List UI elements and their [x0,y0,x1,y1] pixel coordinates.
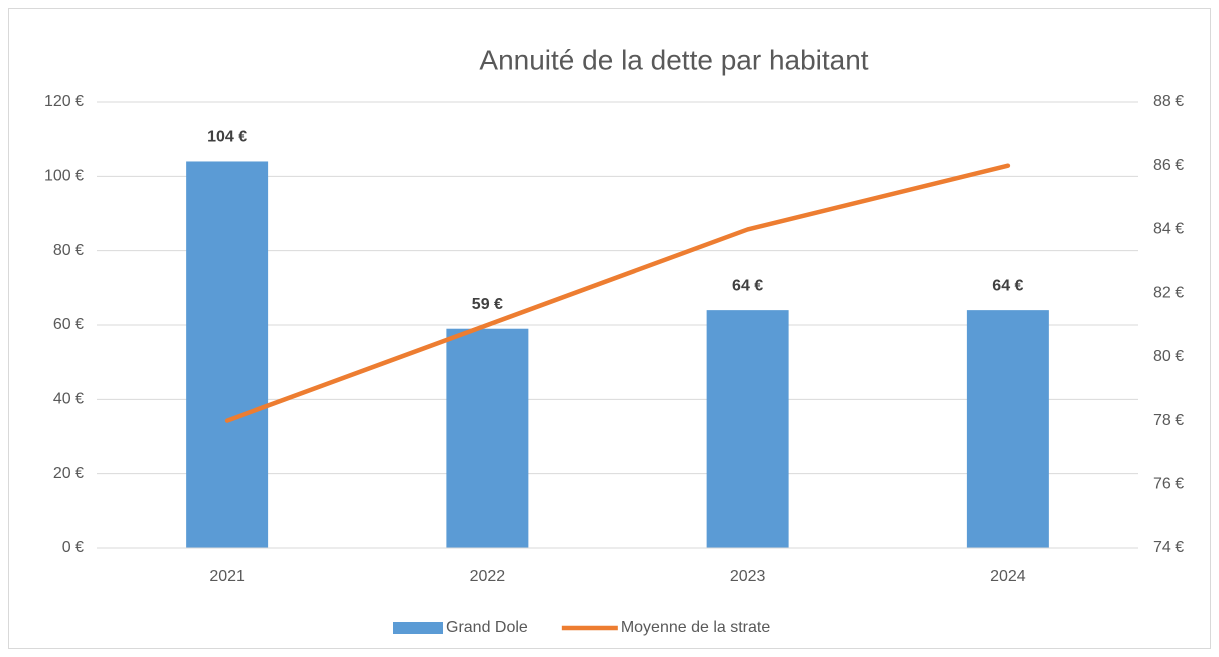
data-label: 104 € [207,129,247,146]
y2-tick-label: 74 € [1153,539,1184,556]
data-label: 59 € [472,296,503,313]
x-tick-label: 2023 [730,568,766,585]
y-tick-label: 80 € [53,242,84,259]
y2-tick-label: 76 € [1153,476,1184,493]
y2-tick-label: 86 € [1153,157,1184,174]
x-tick-label: 2022 [470,568,506,585]
y-tick-label: 60 € [53,316,84,333]
bar [706,310,789,548]
bar [186,161,269,548]
y2-tick-label: 88 € [1153,93,1184,110]
line [224,163,1011,423]
y2-tick-label: 80 € [1153,348,1184,365]
y2-tick-label: 82 € [1153,284,1184,301]
legend-label: Grand Dole [446,619,528,636]
y-tick-label: 120 € [44,93,84,110]
legend-label: Moyenne de la strate [621,619,771,636]
data-label: 64 € [732,277,763,294]
y2-tick-label: 84 € [1153,221,1184,238]
y-tick-label: 0 € [62,539,84,556]
x-tick-label: 2021 [209,568,245,585]
bar [966,310,1049,548]
y-tick-label: 40 € [53,391,84,408]
legend-swatch [393,622,443,634]
x-tick-label: 2024 [990,568,1026,585]
y-tick-label: 100 € [44,168,84,185]
bar [446,328,529,548]
data-label: 64 € [992,277,1023,294]
y-tick-label: 20 € [53,465,84,482]
chart-title: Annuité de la dette par habitant [479,44,868,75]
y2-tick-label: 78 € [1153,412,1184,429]
